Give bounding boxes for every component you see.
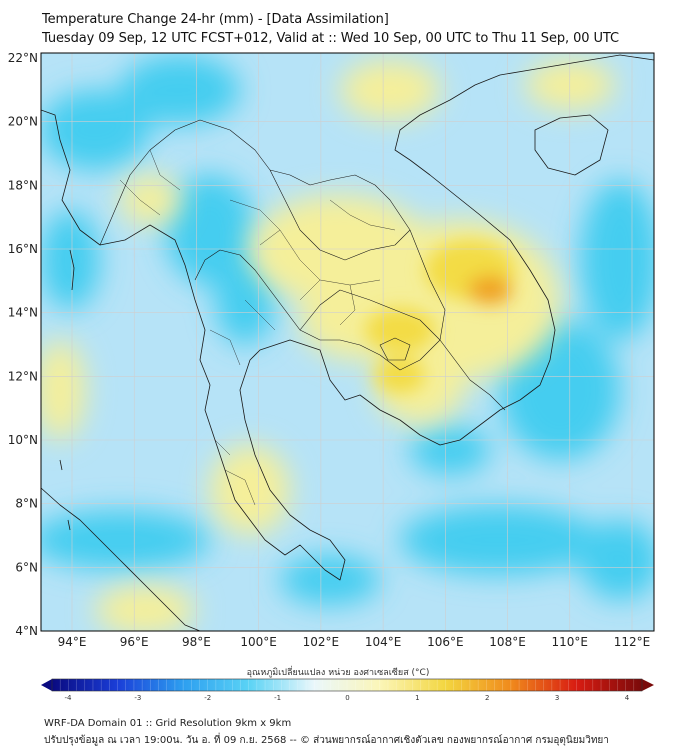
latitude-label: 6°N: [15, 560, 38, 574]
colorbar-low-extension: [41, 679, 52, 691]
coastline-mainland: [41, 54, 654, 581]
longitude-label: 100°E: [240, 635, 277, 649]
strong-warm-areas: [365, 240, 515, 393]
longitude-label: 110°E: [552, 635, 589, 649]
colorbar-title: อุณหภูมิเปลี่ยนแปลง หน่วย องศาเซลเซียส (…: [246, 668, 430, 678]
map-subtitle: Tuesday 09 Sep, 12 UTC FCST+012, Valid a…: [42, 31, 619, 46]
latitude-labels: 22°N 20°N 18°N 16°N 14°N 12°N 10°N 8°N 6°N 4°N: [8, 51, 38, 638]
colorbar-tick-label: 3: [555, 694, 559, 702]
coastline-sumatra: [41, 487, 201, 631]
colorbar-tick-label: 2: [485, 694, 489, 702]
colorbar: -4 -3 -2 -1 0 1 2 3 4: [41, 678, 654, 702]
latitude-label: 16°N: [8, 242, 38, 256]
longitude-label: 94°E: [58, 635, 87, 649]
colorbar-high-extension: [642, 679, 654, 691]
colorbar-tick-label: 0: [345, 694, 349, 702]
latitude-label: 4°N: [15, 624, 38, 638]
colorbar-tick-label: 4: [625, 694, 630, 702]
tonle-sap-lake: [379, 337, 411, 361]
footer-update-info: ปรับปรุงข้อมูล ณ เวลา 19:00น. วัน อ. ที่…: [44, 735, 609, 746]
latitude-label: 22°N: [8, 51, 38, 65]
colorbar-tick-label: -1: [274, 694, 281, 702]
colorbar-tick-label: -4: [65, 694, 73, 702]
cold-anomaly-areas: [41, 55, 654, 605]
longitude-labels: 94°E 96°E 98°E 100°E 102°E 104°E 106°E 108°E 110…: [58, 635, 651, 649]
temperature-field: [41, 53, 654, 631]
longitude-label: 98°E: [182, 635, 211, 649]
longitude-label: 96°E: [120, 635, 149, 649]
latitude-label: 12°N: [8, 369, 38, 383]
longitude-label: 108°E: [489, 635, 526, 649]
latitude-label: 10°N: [8, 433, 38, 447]
coastlines-and-borders: [41, 54, 654, 631]
coastline-andaman-islands: [59, 249, 75, 531]
longitude-label: 102°E: [303, 635, 340, 649]
coastline-hainan: [534, 114, 609, 176]
latitude-label: 18°N: [8, 178, 38, 192]
colorbar-tick-label: -3: [134, 694, 141, 702]
province-borders: [119, 149, 396, 506]
footer-model-info: WRF-DA Domain 01 :: Grid Resolution 9km …: [44, 718, 292, 729]
longitude-label: 104°E: [365, 635, 402, 649]
country-borders: [99, 119, 506, 411]
colorbar-tick-label: 1: [415, 694, 419, 702]
map-title: Temperature Change 24-hr (mm) - [Data As…: [42, 12, 389, 27]
colorbar-tick-label: -2: [204, 694, 211, 702]
map-frame: [40, 52, 655, 632]
colorbar-ticks: -4 -3 -2 -1 0 1 2 3 4: [59, 679, 635, 702]
latitude-label: 8°N: [15, 497, 38, 511]
latitude-label: 14°N: [8, 306, 38, 320]
longitude-label: 106°E: [427, 635, 464, 649]
warm-anomaly-areas: [41, 60, 615, 631]
longitude-label: 112°E: [614, 635, 651, 649]
latitude-label: 20°N: [8, 115, 38, 129]
colorbar-gradient: [52, 679, 642, 691]
